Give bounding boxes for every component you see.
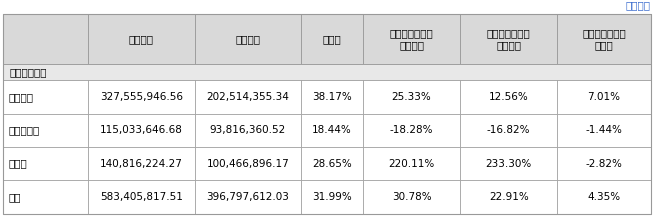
Text: 115,033,646.68: 115,033,646.68 [100,125,183,135]
Bar [557,147,651,180]
Bar [460,80,557,114]
Text: 30.78%: 30.78% [392,192,432,202]
Text: 25.33%: 25.33% [392,92,432,102]
Text: -1.44%: -1.44% [585,125,623,135]
Bar [3,14,88,64]
Bar [3,180,88,214]
Bar [363,80,460,114]
Bar [460,180,557,214]
Bar [460,14,557,64]
Text: -18.28%: -18.28% [390,125,434,135]
Bar [88,180,195,214]
Text: 327,555,946.56: 327,555,946.56 [100,92,183,102]
Bar [363,14,460,64]
Bar [301,114,363,147]
Text: 583,405,817.51: 583,405,817.51 [100,192,183,202]
Bar [3,147,88,180]
Bar [88,80,195,114]
Text: -16.82%: -16.82% [487,125,530,135]
Bar [88,147,195,180]
Bar [363,147,460,180]
Text: 毛利率: 毛利率 [322,34,341,44]
Text: 营业收入: 营业收入 [129,34,154,44]
Text: 电子烟: 电子烟 [9,159,27,169]
Text: 锂原电池: 锂原电池 [9,92,33,102]
Text: 202,514,355.34: 202,514,355.34 [207,92,289,102]
Text: 锂离子电池: 锂离子电池 [9,125,40,135]
Text: 营业收入比上年
同期增减: 营业收入比上年 同期增减 [390,28,434,50]
Text: 4.35%: 4.35% [587,192,621,202]
Bar [557,14,651,64]
Text: 38.17%: 38.17% [312,92,352,102]
Bar [301,14,363,64]
Bar [301,80,363,114]
Text: 营业成本: 营业成本 [235,34,260,44]
Text: 93,816,360.52: 93,816,360.52 [210,125,286,135]
Text: 18.44%: 18.44% [312,125,352,135]
Text: 396,797,612.03: 396,797,612.03 [207,192,289,202]
Bar [195,14,301,64]
Text: 7.01%: 7.01% [587,92,621,102]
Bar [557,80,651,114]
Bar [88,114,195,147]
Bar [3,114,88,147]
Text: 28.65%: 28.65% [312,159,352,169]
Bar [195,180,301,214]
Bar [557,180,651,214]
Bar [88,14,195,64]
Text: 233.30%: 233.30% [485,159,532,169]
Bar [195,147,301,180]
Bar [195,114,301,147]
Text: 31.99%: 31.99% [312,192,352,202]
Text: 毛利率比上年同
期增减: 毛利率比上年同 期增减 [582,28,626,50]
Text: -2.82%: -2.82% [585,159,623,169]
Text: 单位：元: 单位：元 [626,0,651,10]
Text: 140,816,224.27: 140,816,224.27 [100,159,183,169]
Bar [460,147,557,180]
Bar [363,114,460,147]
Text: 100,466,896.17: 100,466,896.17 [207,159,289,169]
Bar [363,180,460,214]
Text: 12.56%: 12.56% [489,92,528,102]
Text: 分产品或服务: 分产品或服务 [10,67,47,77]
Bar [195,80,301,114]
Bar [301,147,363,180]
Text: 22.91%: 22.91% [489,192,528,202]
Bar [3,80,88,114]
Text: 营业成本比上年
同期增减: 营业成本比上年 同期增减 [487,28,530,50]
Text: 合计: 合计 [9,192,21,202]
Bar [3,64,651,80]
Bar [557,114,651,147]
Bar [460,114,557,147]
Bar [301,180,363,214]
Text: 220.11%: 220.11% [388,159,435,169]
